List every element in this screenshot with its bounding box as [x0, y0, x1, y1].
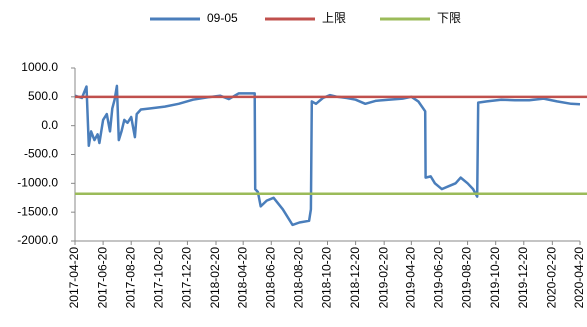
legend-label: 09-05 — [207, 11, 238, 25]
x-tick-label: 2018-04-20 — [235, 247, 249, 309]
x-tick-label: 2018-10-20 — [320, 247, 334, 309]
x-tick-label: 2019-06-20 — [432, 247, 446, 309]
x-tick-label: 2017-06-20 — [95, 247, 109, 309]
legend-label: 上限 — [322, 11, 346, 25]
x-tick-label: 2017-12-20 — [180, 247, 194, 309]
data-line — [74, 84, 581, 227]
x-tick-label: 2019-02-20 — [376, 247, 390, 309]
y-tick-label: -2000.0 — [17, 233, 58, 247]
x-tick-label: 2019-08-20 — [460, 247, 474, 309]
y-tick-label: -1500.0 — [17, 204, 58, 218]
x-tick-label: 2019-10-20 — [488, 247, 502, 309]
y-tick-label: 0.0 — [41, 118, 58, 132]
x-tick-label: 2018-12-20 — [348, 247, 362, 309]
y-tick-label: 500.0 — [28, 89, 58, 103]
x-tick-label: 2020-02-20 — [545, 247, 559, 309]
x-tick-label: 2020-04-20 — [572, 247, 586, 309]
x-tick-label: 2017-10-20 — [151, 247, 165, 309]
x-tick-label: 2018-02-20 — [208, 247, 222, 309]
x-tick-label: 2019-04-20 — [404, 247, 418, 309]
x-tick-label: 2018-08-20 — [292, 247, 306, 309]
x-tick-label: 2018-06-20 — [263, 247, 277, 309]
legend-label: 下限 — [437, 11, 461, 25]
y-tick-label: 1000.0 — [21, 60, 58, 74]
y-tick-label: -1000.0 — [17, 176, 58, 190]
y-tick-label: -500.0 — [24, 147, 58, 161]
x-tick-label: 2017-04-20 — [67, 247, 81, 309]
x-tick-label: 2017-08-20 — [123, 247, 137, 309]
x-tick-label: 2019-12-20 — [516, 247, 530, 309]
